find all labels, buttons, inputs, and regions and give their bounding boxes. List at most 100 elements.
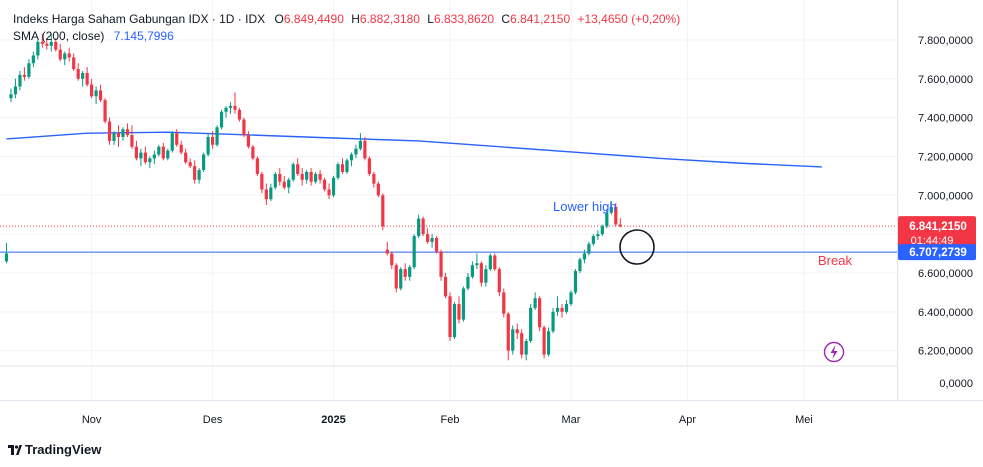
candle-body [121, 129, 125, 138]
ohlc-line: Indeks Harga Saham Gabungan IDX · 1D · I… [13, 11, 680, 28]
candle-body [130, 135, 134, 147]
candle-body [18, 74, 22, 87]
candle-body [112, 133, 116, 141]
candle-body [331, 177, 336, 196]
candle-body [63, 53, 67, 60]
candle-body [452, 304, 457, 338]
x-tick-label: Nov [82, 414, 102, 426]
y-tick-label: 7.800,0000 [918, 35, 973, 47]
candle-body [439, 251, 443, 277]
candle-body [417, 218, 421, 237]
symbol-title[interactable]: Indeks Harga Saham Gabungan IDX · 1D · I… [13, 12, 266, 26]
x-tick-label: Apr [679, 414, 696, 426]
candle-body [125, 129, 130, 136]
last-price-tag[interactable] [898, 216, 976, 250]
x-tick-label: Mar [562, 414, 581, 426]
candle-body [233, 105, 237, 110]
candle-body [564, 304, 569, 312]
candle-body [488, 255, 492, 270]
candle-body [466, 276, 470, 289]
candle-body [569, 292, 573, 305]
candle-body [399, 269, 403, 289]
candle-body [591, 236, 595, 244]
candle-body [224, 107, 228, 112]
open-label: O [274, 12, 284, 26]
candle-body [600, 226, 604, 235]
candle-body [376, 183, 380, 196]
candle-body [175, 133, 179, 145]
candle-body [506, 313, 510, 351]
candle-body [210, 137, 215, 145]
candle-body [148, 158, 152, 163]
candle-body [609, 206, 613, 213]
candle-body [296, 164, 300, 174]
candle-body [578, 259, 582, 272]
candle-body [300, 173, 304, 180]
candle-body [27, 63, 31, 77]
candle-body [273, 173, 277, 188]
candle-body [403, 269, 407, 277]
tradingview-logo[interactable]: TradingView [8, 442, 101, 457]
y-tick-label: 6.200,0000 [918, 346, 973, 358]
candle-body [322, 179, 327, 190]
annotation-circle[interactable] [619, 229, 655, 265]
x-tick-label: Feb [441, 414, 460, 426]
brand-name: TradingView [25, 442, 102, 457]
candle-body [242, 119, 246, 136]
candle-body [246, 135, 251, 147]
candle-body [197, 170, 201, 180]
level-price-tag[interactable] [898, 244, 976, 261]
candle-body [31, 55, 35, 64]
candle-body [408, 267, 412, 277]
candle-body [448, 296, 452, 338]
candle-body [40, 41, 44, 44]
y-tick-label: 6.600,0000 [918, 268, 973, 280]
annotation-lower-high[interactable]: Lower high [553, 199, 617, 214]
close-value: 6.841,2150 [510, 12, 571, 26]
candle-body [314, 173, 318, 182]
candle-body [206, 137, 210, 155]
candle-body [282, 181, 286, 188]
candle-body [90, 84, 94, 97]
candle-body [394, 265, 398, 289]
candle-body [13, 86, 18, 95]
y-tick-label: 7.000,0000 [918, 190, 973, 202]
annotation-break[interactable]: Break [818, 253, 852, 268]
candle-body [390, 253, 394, 266]
candle-body [515, 329, 519, 334]
candle-body [475, 263, 479, 266]
candle-body [76, 69, 80, 79]
candle-body [551, 311, 555, 332]
candle-body [107, 121, 112, 141]
candle-body [116, 133, 121, 138]
open-value: 6.849,4490 [283, 12, 344, 26]
candle-body [336, 164, 340, 178]
sma-label[interactable]: SMA (200, close) [13, 29, 105, 43]
y-tick-label: 6.400,0000 [918, 307, 973, 319]
candle-body [434, 238, 439, 252]
candle-body [479, 263, 483, 283]
candle-body [587, 243, 591, 254]
sma-200-line[interactable] [6, 131, 822, 168]
candle-body [340, 164, 345, 172]
candle-body [349, 154, 354, 161]
candle-body [193, 166, 197, 180]
candle-body [54, 41, 58, 50]
candle-body [358, 140, 363, 149]
candle-body [4, 253, 9, 262]
candle-body [318, 173, 322, 180]
candle-body [372, 173, 376, 184]
x-tick-label: Des [203, 414, 223, 426]
candle-body [49, 41, 53, 46]
candle-body [524, 340, 528, 355]
candle-body [9, 94, 13, 99]
volume-axis-label: 0,0000 [939, 378, 973, 390]
candle-body [614, 206, 618, 225]
candle-body [81, 72, 85, 79]
low-value: 6.833,8620 [433, 12, 495, 26]
y-tick-label: 7.200,0000 [918, 151, 973, 163]
candle-body [502, 292, 506, 314]
candle-body [139, 152, 143, 159]
